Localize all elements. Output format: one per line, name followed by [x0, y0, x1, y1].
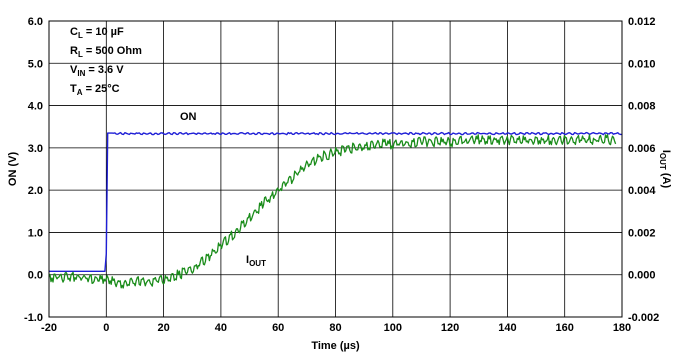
y-right-tick-label: 0.002 — [628, 227, 656, 239]
x-tick-label: 100 — [384, 322, 402, 334]
x-tick-label: 180 — [613, 322, 631, 334]
x-tick-label: 20 — [157, 322, 169, 334]
x-tick-label: 80 — [329, 322, 341, 334]
grid — [49, 21, 622, 317]
x-tick-label: -20 — [41, 322, 57, 334]
x-tick-label: 0 — [103, 322, 109, 334]
x-axis-title: Time (µs) — [311, 340, 360, 352]
condition-label: CL = 10 µF — [70, 26, 124, 40]
x-tick-label: 60 — [272, 322, 284, 334]
y-left-tick-label: 5.0 — [28, 58, 43, 70]
y-axis-right-title-base: I — [660, 150, 672, 153]
series-labels: ON IOUT — [180, 111, 266, 268]
series-layer — [48, 131, 622, 289]
y-left-tick-label: 0.0 — [28, 270, 43, 282]
y-right-tick-label: 0.000 — [628, 270, 656, 282]
x-tick-label: 40 — [215, 322, 227, 334]
series-label-iout: IOUT — [246, 254, 266, 268]
series-label-on: ON — [180, 111, 197, 123]
plot-frame — [48, 20, 623, 318]
y-left-tick-label: -1.0 — [24, 312, 43, 324]
y-axis-right-title-suffix: (A) — [660, 170, 672, 189]
x-tick-label: 160 — [556, 322, 574, 334]
y-left-tick-label: 6.0 — [28, 16, 43, 28]
y-left-tick-label: 3.0 — [28, 143, 43, 155]
condition-label: VIN = 3.6 V — [70, 64, 124, 78]
condition-label: TA = 25°C — [70, 83, 120, 97]
test-conditions: CL = 10 µF RL = 500 Ohm VIN = 3.6 V TA = 25… — [70, 26, 142, 97]
y-axis-right-title: IOUT (A) — [658, 150, 672, 189]
y-right-tick-label: 0.012 — [628, 16, 656, 28]
condition-label: RL = 500 Ohm — [70, 45, 142, 59]
y-left-tick-label: 4.0 — [28, 101, 43, 113]
y-axis-right-title-sub: OUT — [658, 153, 667, 170]
y-right-tick-label: -0.002 — [628, 312, 659, 324]
x-tick-label: 140 — [498, 322, 516, 334]
y-right-tick-label: 0.010 — [628, 58, 656, 70]
x-tick-label: 120 — [441, 322, 459, 334]
ticks: -20 0 20 40 60 80 100 120 140 160 180 6.0 5.0 4.0 3.0 2… — [24, 16, 659, 334]
y-right-tick-label: 0.008 — [628, 101, 656, 113]
y-right-tick-label: 0.006 — [628, 143, 656, 155]
series-line-on — [49, 131, 622, 272]
y-axis-left-title: ON (V) — [7, 152, 19, 187]
y-left-tick-label: 2.0 — [28, 185, 43, 197]
series-line-iout — [48, 134, 617, 289]
y-right-tick-label: 0.004 — [628, 185, 656, 197]
y-left-tick-label: 1.0 — [28, 227, 43, 239]
